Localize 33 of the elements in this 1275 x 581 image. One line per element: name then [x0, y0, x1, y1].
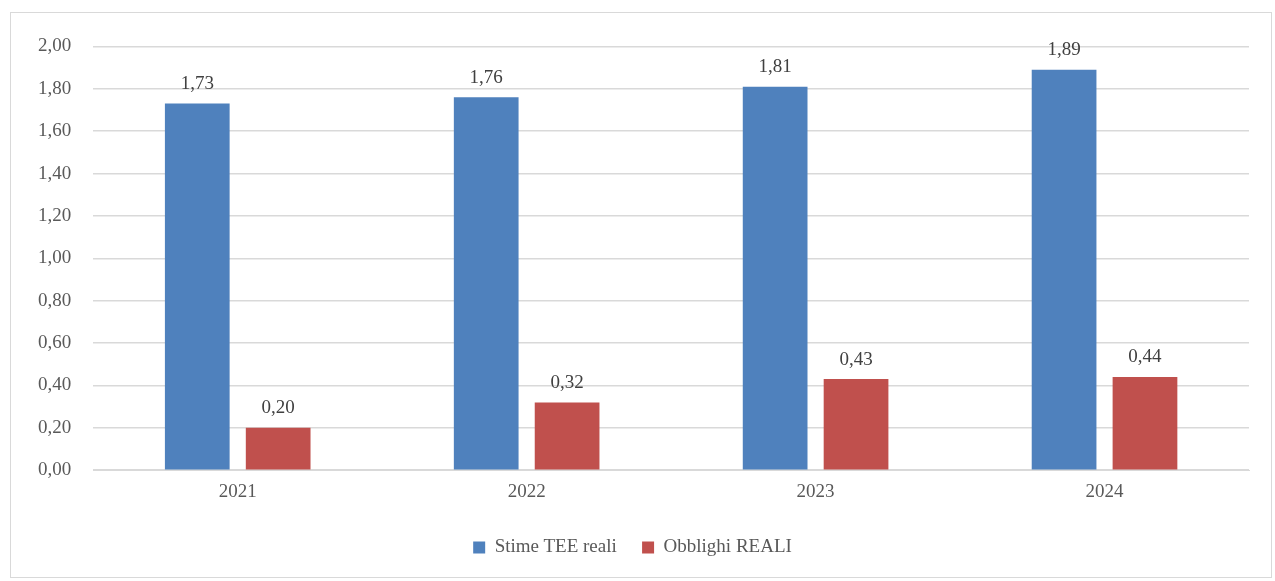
x-tick-label: 2024 [1085, 479, 1125, 501]
legend-label: Obblighi REALI [663, 535, 792, 557]
data-label: 1,73 [180, 72, 214, 94]
data-label: 0,43 [839, 347, 873, 369]
y-tick-label: 1,60 [38, 119, 72, 141]
y-tick-label: 1,80 [38, 76, 72, 98]
data-label: 1,81 [758, 55, 792, 77]
data-label: 0,20 [261, 396, 295, 418]
y-tick-label: 1,20 [38, 203, 72, 225]
y-tick-label: 0,80 [38, 288, 72, 310]
y-tick-label: 0,60 [38, 331, 72, 353]
data-label: 0,32 [550, 370, 584, 392]
y-tick-label: 0,20 [38, 415, 72, 437]
bar [245, 427, 311, 470]
y-tick-label: 1,40 [38, 161, 72, 183]
data-label: 1,76 [469, 65, 503, 87]
bar [453, 97, 519, 470]
legend-label: Stime TEE reali [494, 535, 617, 557]
bar [1112, 376, 1178, 470]
y-tick-label: 1,00 [38, 246, 72, 268]
y-tick-label: 0,40 [38, 373, 72, 395]
x-tick-label: 2021 [218, 479, 257, 501]
bar [1031, 69, 1097, 470]
bar [534, 402, 600, 470]
bar [742, 86, 808, 470]
x-tick-label: 2022 [507, 479, 546, 501]
data-label: 1,89 [1047, 38, 1081, 60]
x-tick-label: 2023 [796, 479, 835, 501]
data-label: 0,44 [1128, 345, 1163, 367]
y-tick-label: 0,00 [38, 458, 72, 480]
y-tick-label: 2,00 [38, 34, 72, 56]
bar [164, 103, 230, 470]
bar [823, 379, 889, 470]
